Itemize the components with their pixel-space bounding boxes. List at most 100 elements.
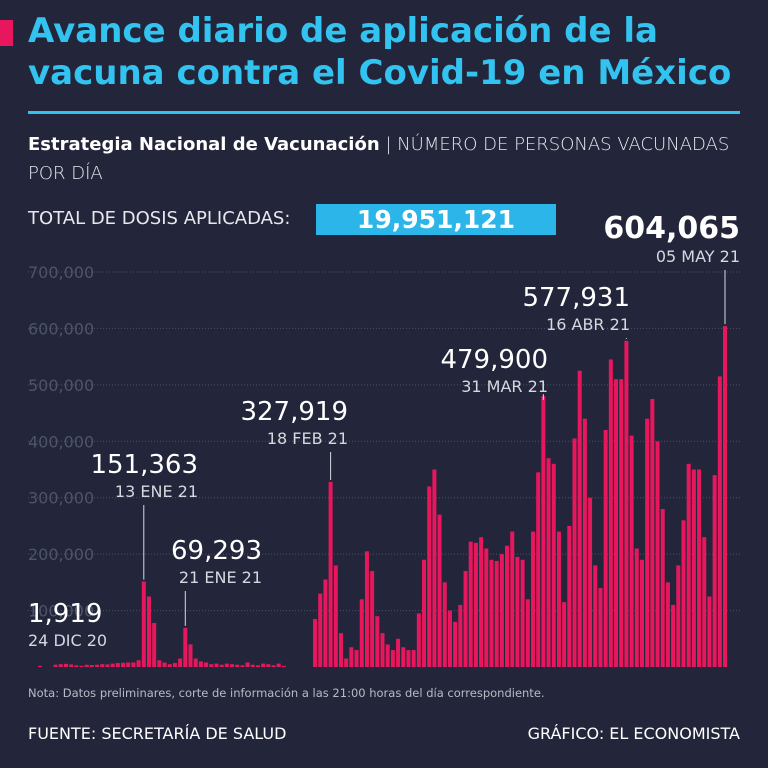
bar [510, 531, 515, 667]
bar [479, 537, 484, 667]
bar [105, 664, 110, 667]
bar [146, 596, 151, 667]
value-label: 69,293 [171, 536, 262, 566]
bar [349, 647, 354, 667]
bar [152, 622, 157, 667]
bar [650, 398, 655, 667]
y-tick-label: 200,000 [28, 545, 94, 564]
bar [219, 664, 224, 667]
bar [53, 664, 58, 667]
title-line: vacuna contra el Covid-19 en México [28, 53, 732, 93]
bar [276, 663, 281, 667]
bar [691, 469, 696, 667]
bar [567, 525, 572, 667]
bar [84, 664, 89, 667]
bar [131, 662, 136, 667]
bar [665, 582, 670, 667]
bar [530, 531, 535, 667]
bar [707, 596, 712, 667]
bar [172, 663, 177, 667]
y-tick-label: 100,000 [28, 602, 94, 621]
rule [28, 111, 740, 114]
bar [100, 664, 105, 667]
source: FUENTE: SECRETARÍA DE SALUD [28, 724, 287, 743]
bar [494, 560, 499, 667]
value-label: 151,363 [90, 450, 198, 480]
bar [639, 559, 644, 667]
bar [261, 663, 266, 667]
date-label: 18 FEB 21 [267, 429, 348, 448]
bar [671, 604, 676, 667]
bar [634, 548, 639, 667]
bar [473, 542, 478, 667]
bar [390, 650, 395, 667]
bar [162, 662, 167, 667]
bar [629, 435, 634, 667]
bar [406, 650, 411, 667]
bar [489, 559, 494, 667]
bar [281, 665, 286, 667]
bar [697, 469, 702, 667]
bar [676, 565, 681, 667]
value-label: 604,065 [603, 211, 740, 246]
bar [230, 664, 235, 667]
bar [136, 660, 141, 667]
bar [333, 565, 338, 667]
bar [619, 379, 624, 667]
bar [717, 376, 722, 667]
bar [245, 662, 250, 667]
bar [499, 554, 504, 667]
bar [338, 633, 343, 667]
bar [655, 441, 660, 667]
bar [167, 664, 172, 667]
bar [224, 663, 229, 667]
bar [344, 658, 349, 667]
bar [572, 438, 577, 667]
bar [712, 475, 717, 667]
bar [178, 658, 183, 667]
credit: GRÁFICO: EL ECONOMISTA [527, 724, 740, 743]
bar [660, 509, 665, 667]
bar [69, 664, 74, 667]
bar [422, 559, 427, 667]
bar [536, 472, 541, 667]
bar [411, 650, 416, 667]
bar [313, 619, 318, 667]
bar [723, 326, 727, 667]
bar [645, 418, 650, 667]
bar [401, 647, 406, 667]
bar [74, 665, 79, 667]
bar [209, 664, 214, 667]
bar [141, 581, 146, 667]
note: Nota: Datos preliminares, corte de infor… [28, 686, 545, 700]
date-label: 13 ENE 21 [115, 482, 198, 501]
bar [380, 633, 385, 667]
bar [364, 551, 369, 667]
bar [58, 664, 63, 667]
accent [0, 20, 13, 46]
bar [266, 664, 271, 667]
bar [110, 663, 115, 667]
bar [598, 588, 603, 667]
y-tick-label: 500,000 [28, 376, 94, 395]
bar [624, 340, 629, 667]
bar [515, 556, 520, 667]
bar [121, 662, 126, 667]
bar [95, 664, 100, 667]
bar [458, 604, 463, 667]
bar [562, 602, 567, 667]
bar [577, 370, 582, 667]
bar [427, 486, 432, 667]
bar [271, 665, 276, 667]
bar [354, 650, 359, 667]
bar [157, 660, 162, 667]
subtitle-text: | NÚMERO DE PERSONAS VACUNADAS POR DÍA [28, 134, 730, 184]
y-tick-label: 600,000 [28, 319, 94, 338]
date-label: 31 MAR 21 [461, 377, 548, 396]
bar [385, 644, 390, 667]
bar [463, 571, 468, 667]
date-label: 21 ENE 21 [179, 568, 262, 587]
bar [551, 463, 556, 667]
total-label: TOTAL DE DOSIS APLICADAS: [28, 208, 291, 229]
